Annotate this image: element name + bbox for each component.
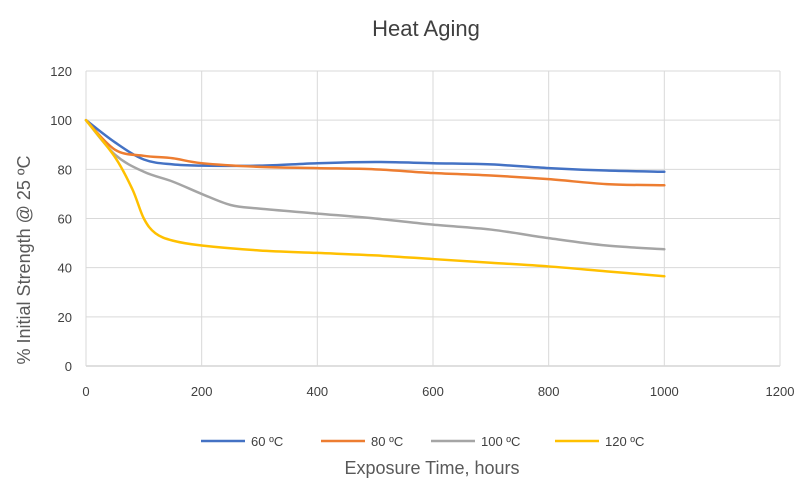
y-tick-label: 40 bbox=[58, 261, 72, 276]
y-tick-label: 60 bbox=[58, 212, 72, 227]
x-tick-label: 1200 bbox=[766, 384, 795, 399]
y-tick-label: 120 bbox=[50, 64, 72, 79]
legend-label-2: 100 ºC bbox=[481, 434, 520, 449]
y-tick-label: 80 bbox=[58, 162, 72, 177]
series-lines bbox=[84, 118, 666, 278]
grid bbox=[85, 70, 781, 367]
y-tick-label: 100 bbox=[50, 113, 72, 128]
x-tick-label: 800 bbox=[538, 384, 560, 399]
legend-label-0: 60 ºC bbox=[251, 434, 283, 449]
y-tick-label: 0 bbox=[65, 359, 72, 374]
x-axis-label: Exposure Time, hours bbox=[344, 458, 519, 478]
x-tick-labels: 0 200 400 600 800 1000 1200 bbox=[82, 384, 794, 399]
series-line-1 bbox=[84, 118, 666, 187]
series-line-2 bbox=[84, 118, 666, 251]
x-tick-label: 0 bbox=[82, 384, 89, 399]
y-axis-label: % Initial Strength @ 25 ºC bbox=[14, 156, 34, 365]
x-tick-label: 1000 bbox=[650, 384, 679, 399]
legend: 60 ºC 80 ºC 100 ºC 120 ºC bbox=[201, 434, 644, 449]
series-line-0 bbox=[84, 118, 666, 174]
chart-title: Heat Aging bbox=[372, 16, 480, 41]
x-tick-label: 400 bbox=[306, 384, 328, 399]
y-tick-label: 20 bbox=[58, 310, 72, 325]
x-tick-label: 600 bbox=[422, 384, 444, 399]
y-tick-labels: 0 20 40 60 80 100 120 bbox=[50, 64, 72, 374]
x-tick-label: 200 bbox=[191, 384, 213, 399]
series-line-3 bbox=[84, 118, 666, 278]
legend-label-3: 120 ºC bbox=[605, 434, 644, 449]
legend-label-1: 80 ºC bbox=[371, 434, 403, 449]
